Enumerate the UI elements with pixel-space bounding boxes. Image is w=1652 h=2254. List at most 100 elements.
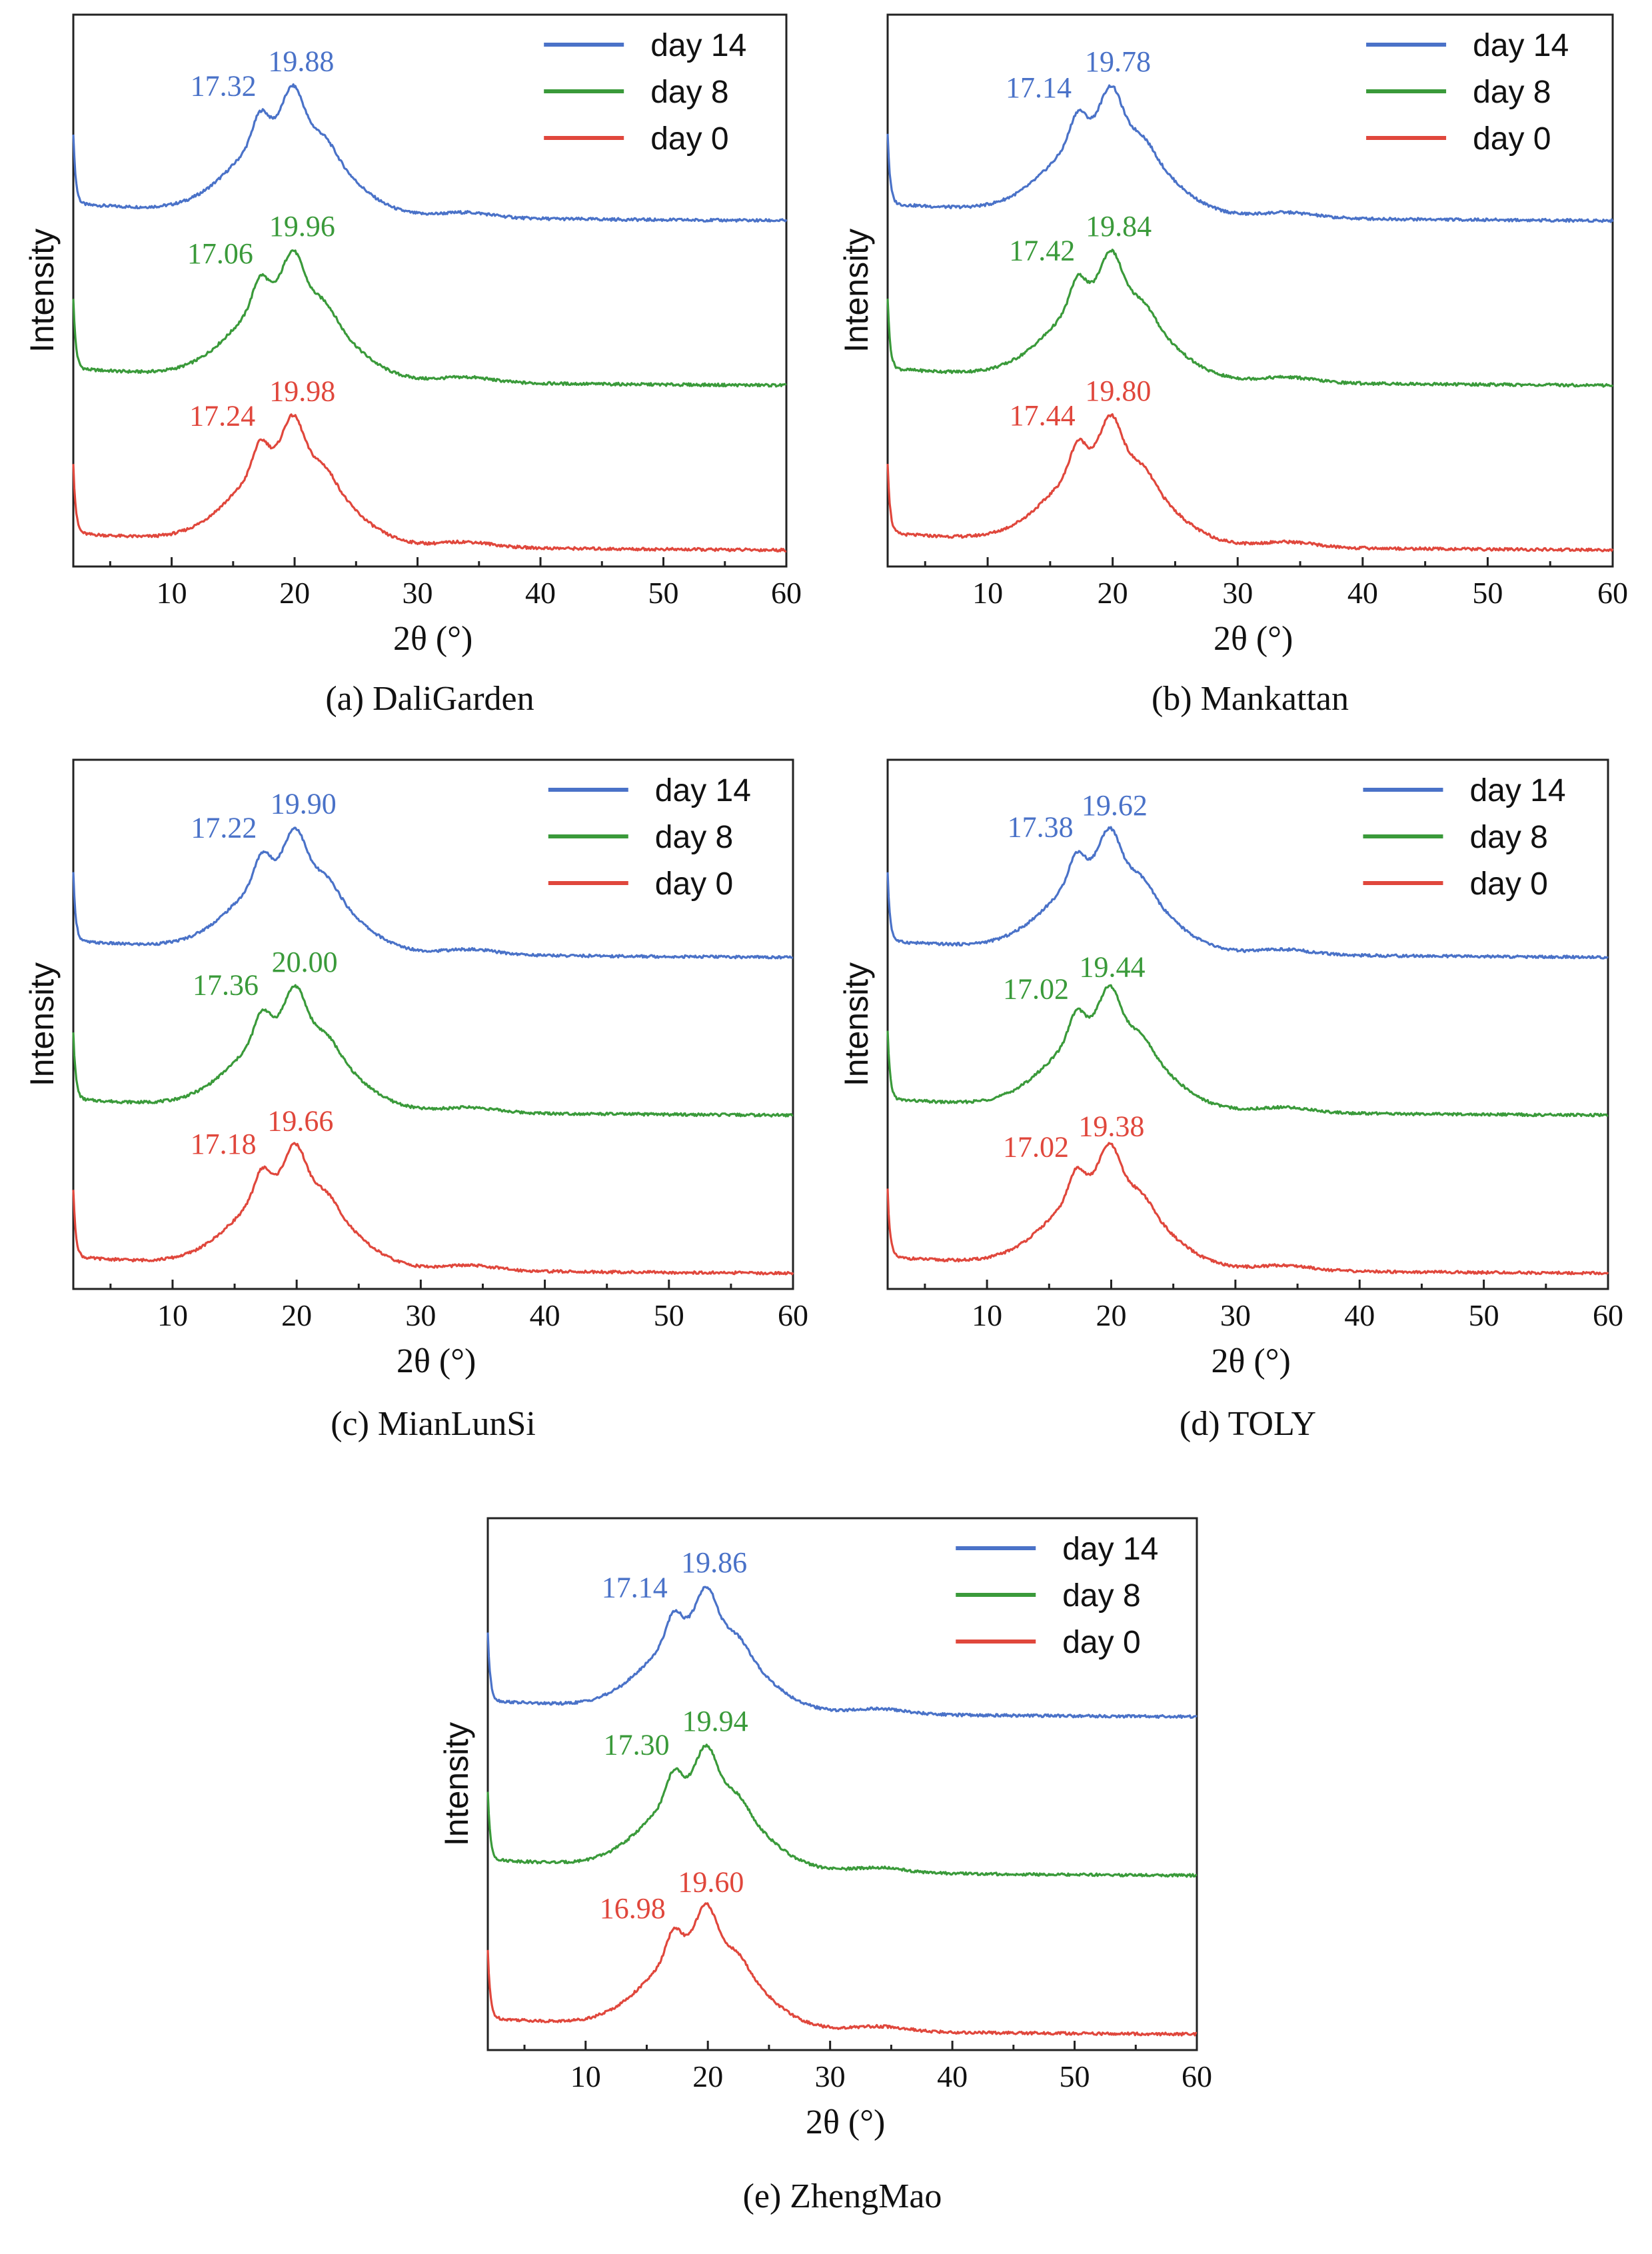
x-tick-label: 20 [1096,1298,1126,1332]
x-tick-label: 40 [525,576,556,610]
x-tick-label: 30 [403,576,433,610]
peak-label: 17.42 [1009,235,1075,267]
x-tick-label: 20 [281,1298,312,1332]
legend-label: day 14 [655,773,751,808]
chart-panel-b: 10 20 30 40 50 60 2θ (°) Intensity (b) Mankattan… [826,0,1652,733]
x-tick-label: 60 [1182,2059,1212,2093]
peak-label: 19.78 [1085,45,1151,78]
chart-svg: 10 20 30 40 50 60 2θ (°) Intensity (b) Mankattan… [838,13,1628,718]
x-tick-label: 50 [1060,2059,1090,2093]
chart-panel-e: 10 20 30 40 50 60 2θ (°) Intensity (e) ZhengMao 1… [413,1480,1239,2254]
series-line-day-8 [886,249,1614,388]
panel-caption: (c) MianLunSi [331,1405,536,1443]
x-tick-label: 50 [648,576,679,610]
peak-label: 19.80 [1085,375,1151,407]
panel-caption: (a) DaliGarden [325,680,534,718]
peak-label: 17.30 [604,1729,670,1761]
legend-label: day 8 [650,75,728,110]
series-line-day-14 [886,84,1614,223]
plot-frame [886,758,1609,1290]
series-line-day-8 [72,984,794,1118]
peak-label: 17.06 [187,237,253,270]
plot-frame [72,13,788,568]
peak-label: 19.62 [1082,789,1148,822]
panel-caption: (d) TOLY [1180,1405,1316,1443]
x-tick-label: 20 [692,2059,723,2093]
chart-svg: 10 20 30 40 50 60 2θ (°) Intensity (c) MianLunSi… [23,758,808,1443]
peak-label: 19.60 [678,1866,744,1899]
x-axis-label: 2θ (°) [397,1342,476,1380]
peak-label: 17.38 [1008,810,1074,843]
x-tick-label: 50 [1469,1298,1499,1332]
x-tick-label: 10 [570,2059,601,2093]
peak-label: 19.84 [1086,210,1152,243]
x-tick-label: 50 [1472,576,1503,610]
x-tick-label: 30 [1220,1298,1251,1332]
y-axis-label: Intensity [438,1722,475,1846]
series-line-day-0 [72,413,787,553]
peak-label: 19.86 [681,1546,747,1579]
x-tick-label: 30 [1222,576,1253,610]
series-line-day-14 [72,83,788,223]
x-tick-label: 40 [530,1298,560,1332]
peak-label: 19.94 [682,1705,748,1737]
peak-label: 16.98 [600,1892,666,1925]
x-axis-label: 2θ (°) [393,620,472,658]
peak-label: 19.66 [267,1104,333,1137]
chart-panel-a: 10 20 30 40 50 60 2θ (°) Intensity (a) DaliGarde… [0,0,826,733]
x-tick-label: 10 [157,1298,188,1332]
series-line-day-8 [886,984,1609,1118]
y-axis-label: Intensity [838,229,875,353]
legend-label: day 8 [1469,820,1547,855]
series-line-day-0 [72,1142,794,1276]
legend-label: day 0 [1473,121,1551,157]
series-line-day-14 [886,826,1609,960]
x-tick-label: 60 [778,1298,808,1332]
legend-label: day 14 [650,28,746,63]
x-tick-label: 30 [405,1298,436,1332]
x-tick-label: 60 [1597,576,1628,610]
peak-label: 19.96 [269,210,335,243]
legend-label: day 8 [1062,1578,1140,1614]
legend-label: day 0 [650,121,728,157]
x-axis-label: 2θ (°) [806,2103,885,2141]
x-tick-label: 50 [654,1298,684,1332]
peak-label: 17.32 [191,69,257,102]
peak-label: 17.14 [1006,71,1072,104]
panel-caption: (b) Mankattan [1152,680,1349,718]
x-tick-label: 40 [1347,576,1378,610]
peak-label: 17.18 [191,1128,257,1160]
x-tick-label: 20 [1098,576,1128,610]
y-axis-label: Intensity [23,962,61,1086]
x-tick-label: 20 [279,576,310,610]
legend-label: day 0 [655,866,733,902]
legend-label: day 0 [1062,1625,1140,1660]
x-axis-label: 2θ (°) [1214,620,1293,658]
y-axis-label: Intensity [838,962,875,1086]
legend-label: day 0 [1469,866,1547,902]
legend-label: day 14 [1062,1532,1158,1567]
x-tick-label: 30 [815,2059,846,2093]
legend-label: day 8 [1473,75,1551,110]
legend-label: day 8 [655,820,733,855]
series-line-day-8 [72,249,787,388]
chart-panel-c: 10 20 30 40 50 60 2θ (°) Intensity (c) MianLunSi… [0,733,826,1480]
peak-label: 19.44 [1080,950,1146,983]
peak-label: 20.00 [272,946,338,978]
x-axis-label: 2θ (°) [1212,1342,1291,1380]
peak-label: 19.90 [271,787,337,820]
x-tick-label: 10 [972,1298,1002,1332]
peak-label: 17.02 [1003,972,1069,1005]
legend-label: day 14 [1473,28,1569,63]
y-axis-label: Intensity [23,229,61,353]
plot-frame [72,758,794,1290]
legend-label: day 14 [1469,773,1565,808]
peak-label: 17.24 [189,399,255,432]
series-line-day-14 [72,826,794,960]
x-tick-label: 60 [1593,1298,1623,1332]
series-line-day-14 [486,1586,1198,1719]
series-line-day-0 [886,1142,1609,1276]
panel-caption: (e) ZhengMao [743,2177,942,2215]
plot-frame [486,1517,1198,2051]
x-tick-label: 60 [771,576,802,610]
